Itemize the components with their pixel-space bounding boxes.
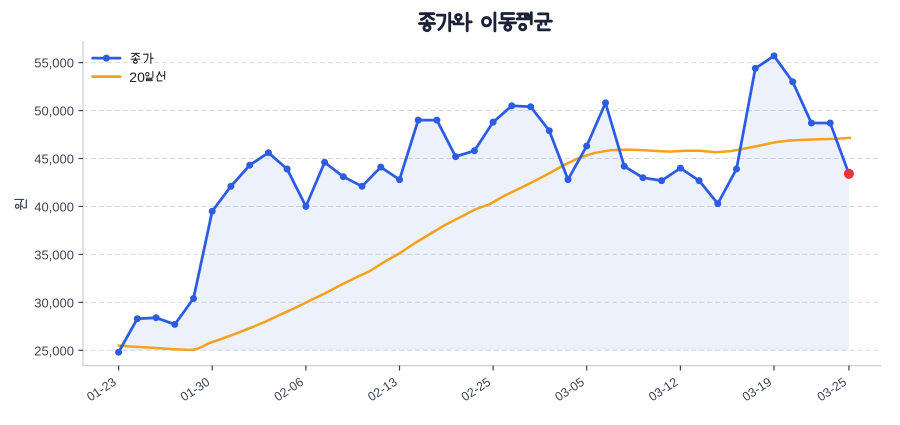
svg-text:45,000: 45,000 [34,152,74,167]
svg-text:25,000: 25,000 [34,343,74,358]
svg-text:50,000: 50,000 [34,104,74,119]
svg-text:40,000: 40,000 [34,199,74,214]
svg-text:35,000: 35,000 [34,247,74,262]
svg-text:55,000: 55,000 [34,56,74,71]
svg-text:30,000: 30,000 [34,295,74,310]
svg-text:20: 20 [129,69,145,85]
